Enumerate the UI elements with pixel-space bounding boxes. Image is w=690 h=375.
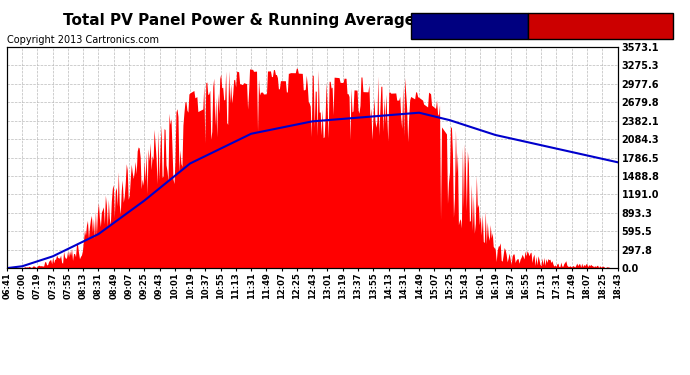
- Text: Average  (DC Watts): Average (DC Watts): [413, 21, 525, 31]
- Text: PV Panels  (DC Watts): PV Panels (DC Watts): [540, 21, 660, 31]
- Text: Total PV Panel Power & Running Average Power Tue Sep 24 18:46: Total PV Panel Power & Running Average P…: [63, 13, 627, 28]
- Text: Copyright 2013 Cartronics.com: Copyright 2013 Cartronics.com: [7, 35, 159, 45]
